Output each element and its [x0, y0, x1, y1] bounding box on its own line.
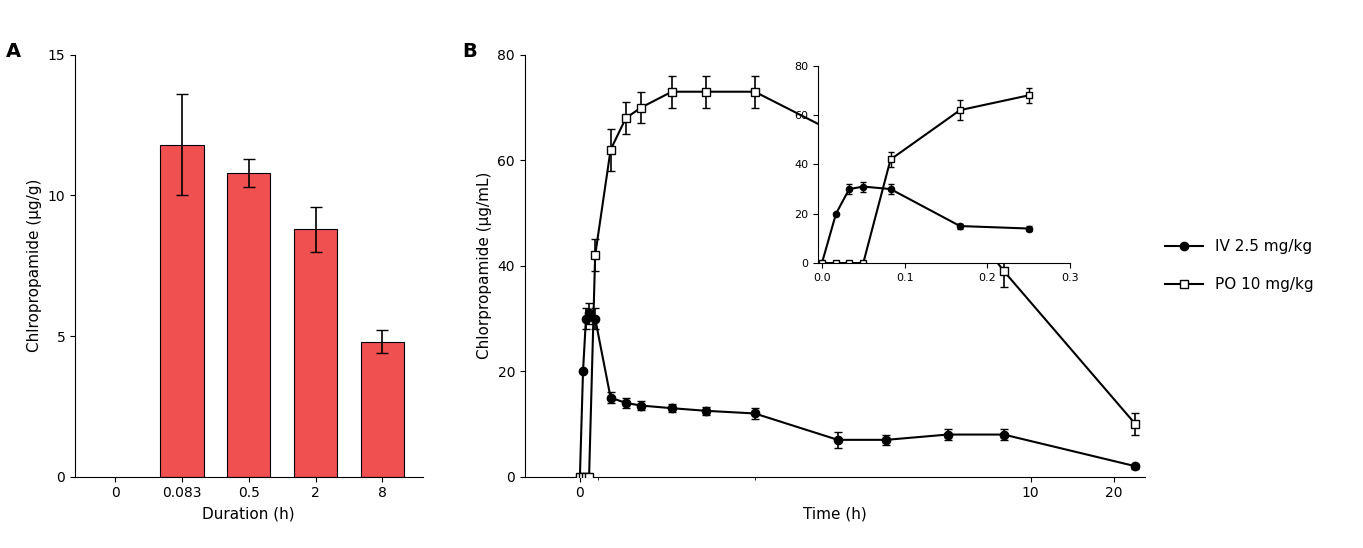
Text: B: B	[463, 42, 477, 61]
Y-axis label: Chlropropamide (μg/g): Chlropropamide (μg/g)	[27, 179, 42, 352]
Text: A: A	[5, 42, 20, 61]
Bar	[228, 173, 270, 477]
Bar	[294, 229, 337, 477]
Bar	[361, 342, 405, 477]
Legend: IV 2.5 mg/kg, PO 10 mg/kg: IV 2.5 mg/kg, PO 10 mg/kg	[1165, 239, 1314, 292]
X-axis label: Time (h): Time (h)	[803, 506, 867, 521]
X-axis label: Duration (h): Duration (h)	[203, 506, 294, 521]
Y-axis label: Chlorpropamide (μg/mL): Chlorpropamide (μg/mL)	[477, 172, 492, 359]
Bar	[161, 145, 203, 477]
